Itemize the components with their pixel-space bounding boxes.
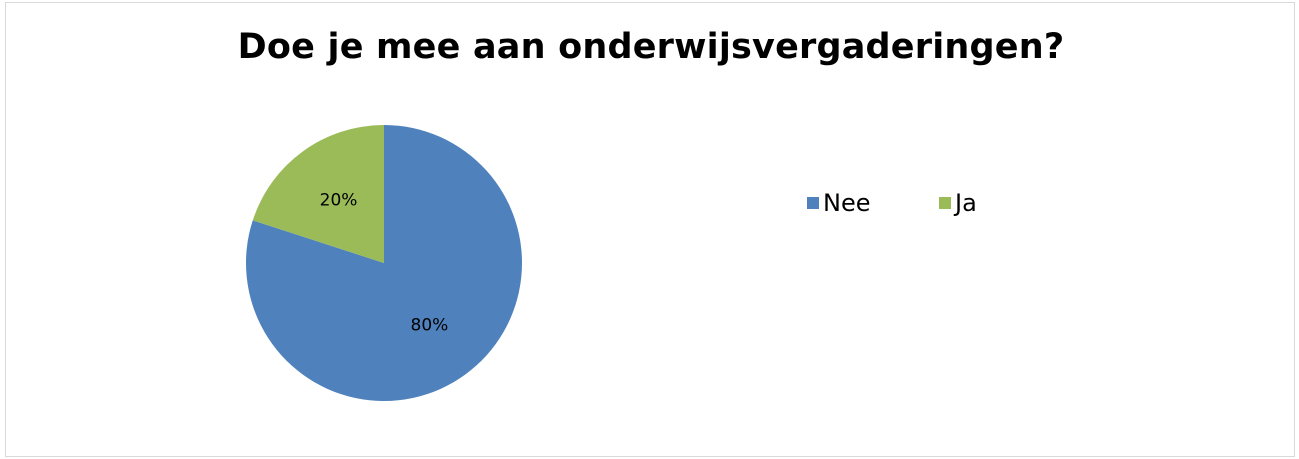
chart-frame: Doe je mee aan onderwijsvergaderingen? 8… <box>5 2 1295 457</box>
data-label-nee: 80% <box>411 316 449 336</box>
data-label-ja: 20% <box>320 190 358 210</box>
pie-slice-ja <box>252 125 384 263</box>
pie-chart: 80% 20% <box>246 125 523 401</box>
chart-title: Doe je mee aan onderwijsvergaderingen? <box>237 27 1065 67</box>
